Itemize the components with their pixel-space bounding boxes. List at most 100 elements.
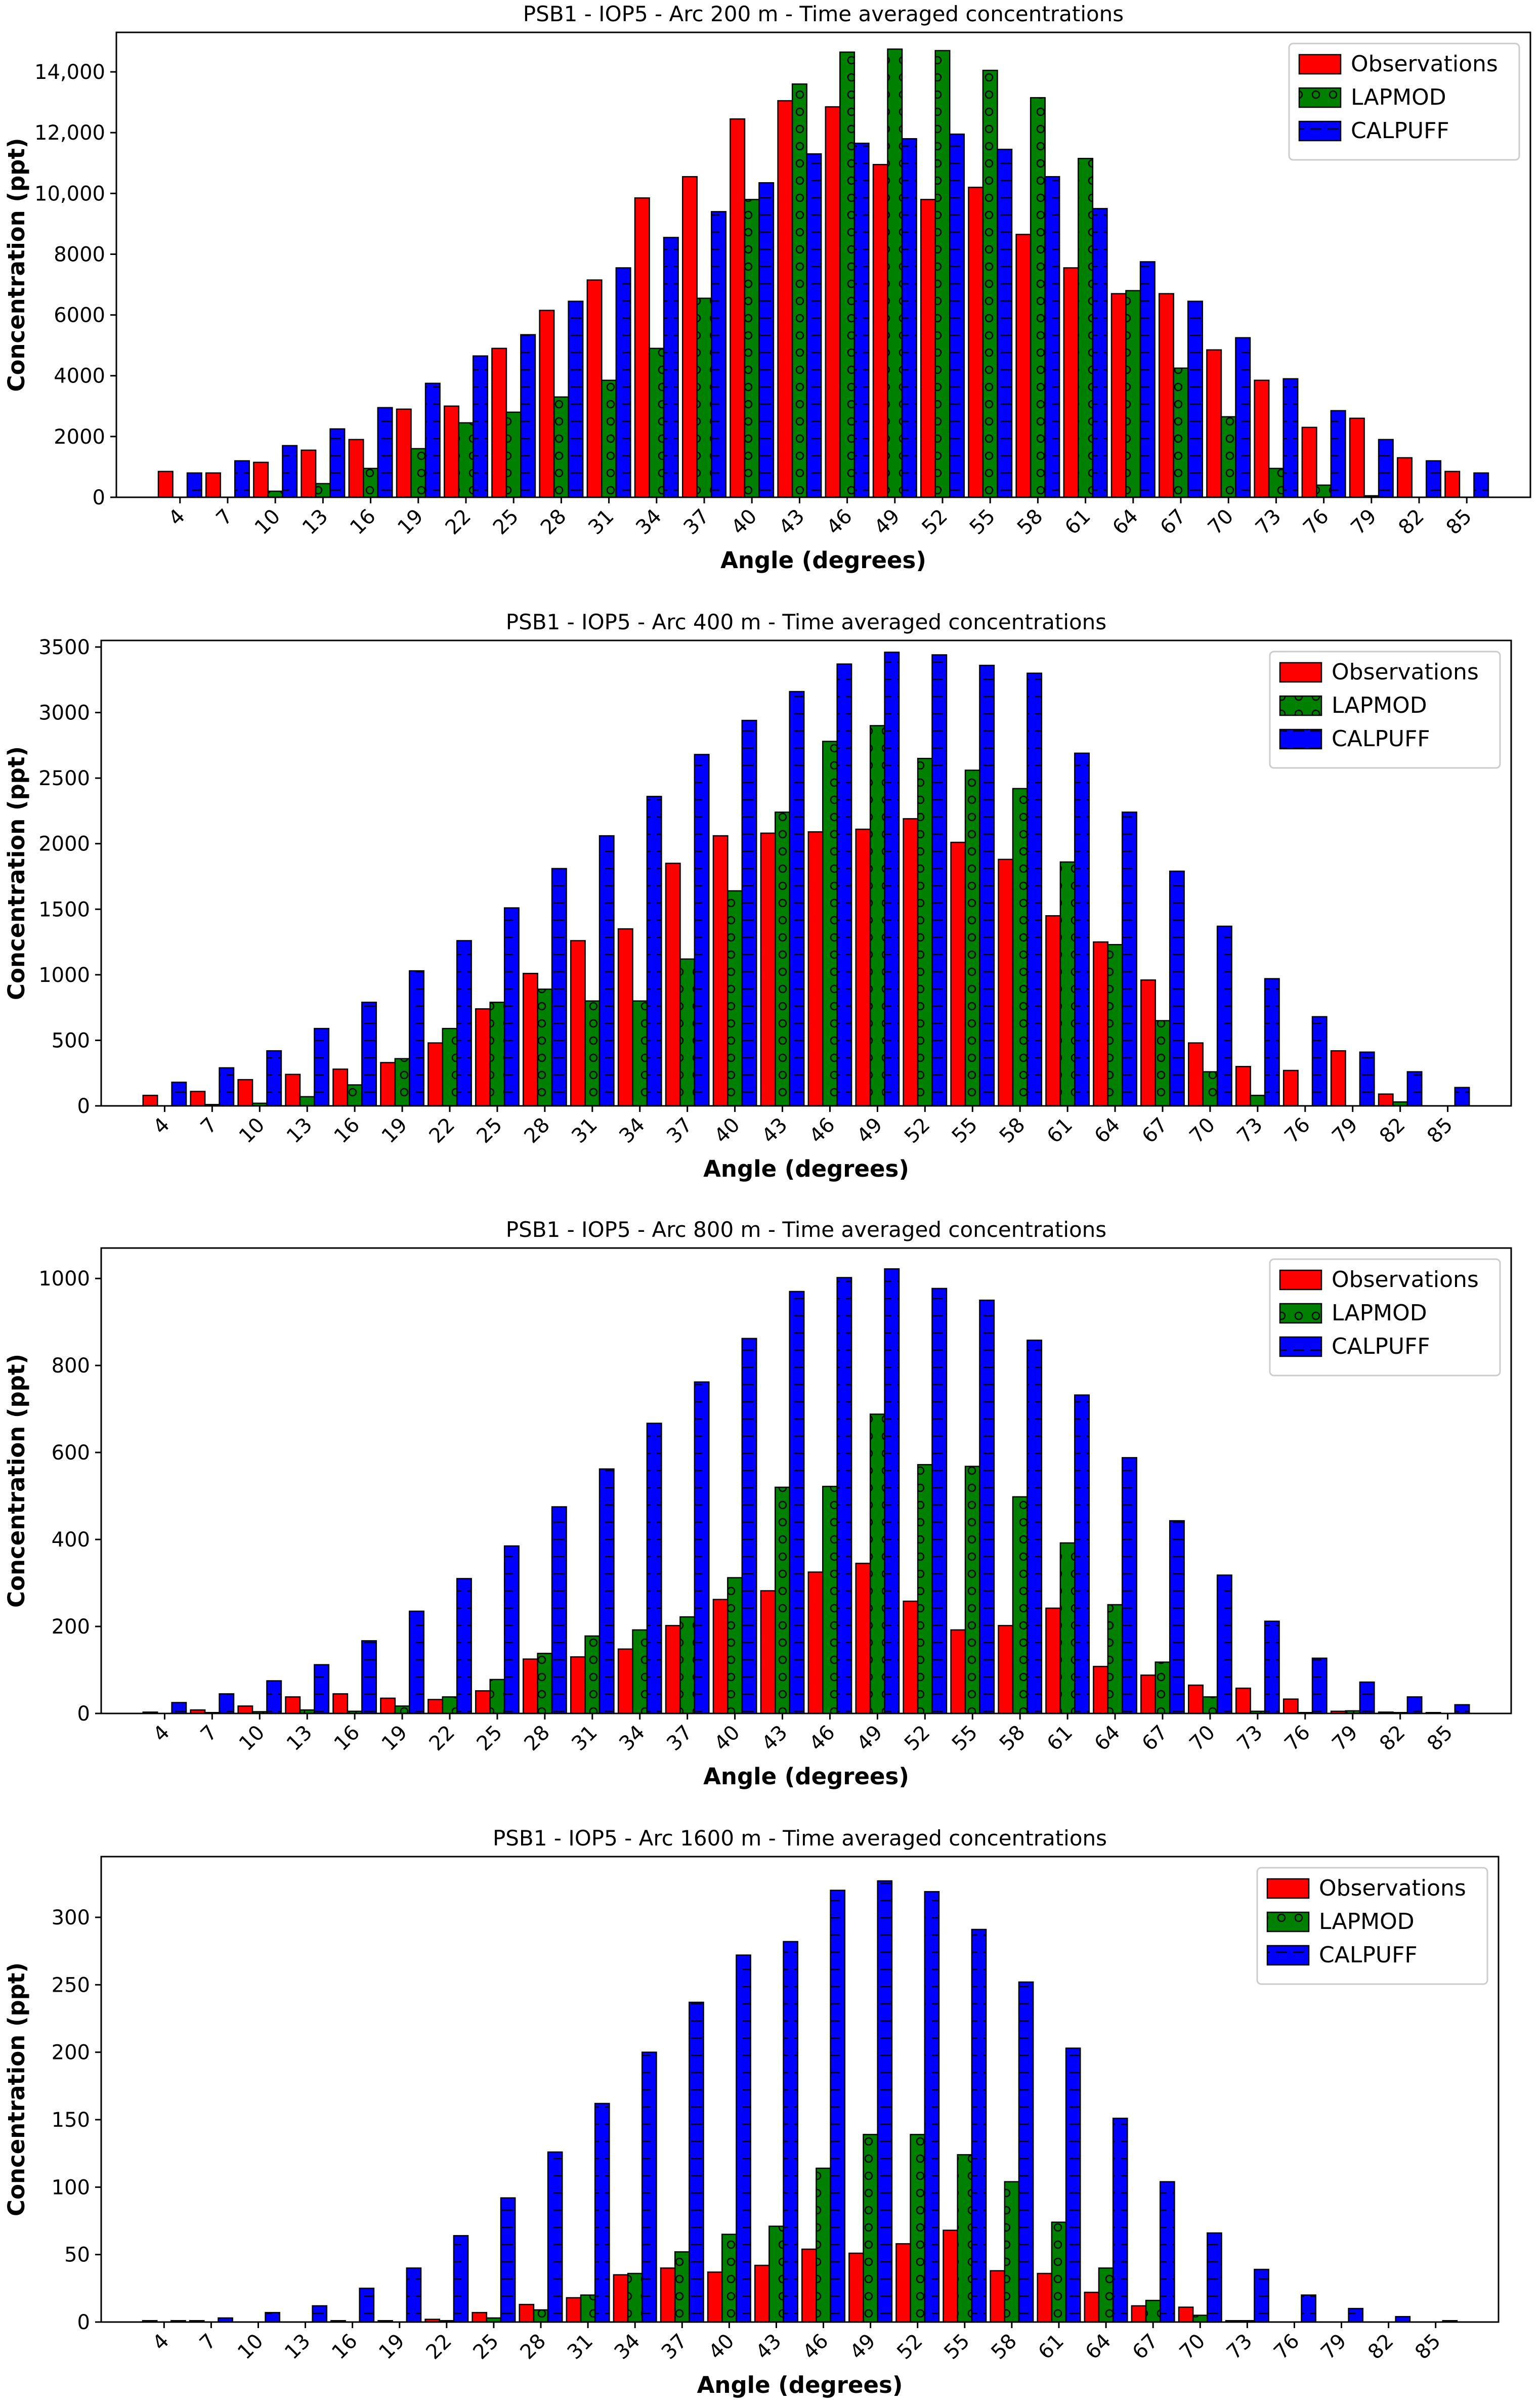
bar-hatch-calpuff-28 [568, 301, 583, 497]
x-tick-label: 85 [1423, 1721, 1458, 1756]
axes-frame [100, 639, 1512, 1107]
x-tick-label: 58 [1013, 505, 1048, 540]
bar-observations-34 [613, 2274, 629, 2323]
bar-hatch-calpuff-49 [877, 1881, 892, 2322]
y-tick-label: 600 [52, 1441, 90, 1465]
bar-observations-37 [681, 176, 698, 498]
legend: Observations LAPMOD CALPUFF [1269, 651, 1501, 769]
bar-observations-25 [475, 1690, 491, 1714]
bar-hatch-calpuff-73 [1283, 378, 1298, 497]
x-tick-label: 52 [900, 1721, 935, 1756]
x-tick-label: 40 [710, 1113, 745, 1148]
bar-observations-16 [348, 439, 364, 498]
bar-observations-43 [777, 100, 793, 498]
x-tick-label: 43 [751, 2330, 786, 2365]
y-tick-label: 3000 [38, 702, 90, 725]
bar-hatch-calpuff-7 [219, 1694, 234, 1713]
bar-hatch-calpuff-10 [265, 2312, 280, 2322]
bar-hatch-calpuff-46 [837, 1277, 852, 1713]
x-tick-label: 55 [965, 505, 1000, 540]
bar-observations-31 [570, 1656, 586, 1714]
bar-observations-31 [566, 2297, 582, 2323]
bar-hatch-calpuff-22 [457, 1578, 472, 1713]
x-tick-label: 64 [1090, 1113, 1125, 1148]
bar-hatch-calpuff-40 [759, 183, 774, 498]
bar-observations-37 [665, 1625, 681, 1714]
bar-hatch-lapmod-40 [728, 890, 742, 1106]
y-tick-label: 0 [77, 1702, 90, 1726]
bar-hatch-lapmod-52 [935, 51, 950, 498]
bar-hatch-lapmod-16 [347, 1711, 362, 1713]
bar-hatch-calpuff-19 [406, 2268, 421, 2322]
legend-box [1288, 42, 1520, 161]
x-tick-label: 10 [233, 2330, 268, 2365]
bar-observations-67 [1131, 2305, 1147, 2323]
x-tick-label: 70 [1204, 505, 1238, 540]
bar-hatch-lapmod-22 [442, 1697, 457, 1713]
bar-observations-25 [475, 1008, 491, 1107]
legend-swatch-hatch [1267, 1946, 1309, 1965]
legend: Observations LAPMOD CALPUFF [1288, 42, 1520, 161]
bar-observations-25 [491, 348, 507, 498]
bar-hatch-calpuff-61 [1092, 208, 1107, 497]
x-tick-label: 25 [472, 1113, 507, 1148]
x-tick-label: 22 [425, 1721, 460, 1756]
y-tick-label: 8000 [54, 243, 105, 266]
x-tick-label: 76 [1299, 505, 1334, 540]
x-tick-label: 34 [631, 505, 666, 540]
bar-observations-85 [1444, 470, 1461, 498]
legend-label-calpuff: CALPUFF [1319, 1942, 1418, 1968]
bar-observations-52 [920, 199, 936, 498]
bar-hatch-calpuff-43 [806, 154, 822, 497]
bar-hatch-calpuff-52 [950, 134, 964, 497]
bar-hatch-calpuff-25 [521, 334, 535, 497]
bar-observations-73 [1235, 1687, 1251, 1714]
bar-hatch-lapmod-22 [442, 1028, 457, 1106]
legend-label-lapmod: LAPMOD [1332, 1300, 1427, 1326]
x-tick-label: 61 [1043, 1721, 1078, 1756]
chart-4: PSB1 - IOP5 - Arc 1600 m - Time averaged… [3, 1826, 1500, 2398]
bar-hatch-calpuff-10 [267, 1051, 281, 1106]
x-tick-label: 61 [1034, 2330, 1069, 2365]
x-tick-label: 16 [346, 505, 380, 540]
bar-observations-22 [427, 1042, 444, 1107]
bar-observations-46 [825, 106, 841, 498]
x-tick-label: 37 [662, 1113, 697, 1148]
bar-observations-28 [519, 2304, 535, 2323]
bar-hatch-calpuff-40 [736, 1955, 751, 2322]
bar-observations-22 [427, 1699, 444, 1714]
x-tick-label: 58 [987, 2330, 1021, 2365]
x-tick-label: 82 [1375, 1113, 1410, 1148]
bar-hatch-lapmod-34 [632, 1001, 647, 1106]
series-observations [157, 100, 1461, 498]
bar-hatch-lapmod-10 [252, 1711, 267, 1713]
bar-hatch-lapmod-40 [722, 2234, 737, 2322]
bar-hatch-lapmod-25 [486, 2318, 501, 2322]
bar-hatch-calpuff-85 [1455, 1704, 1470, 1713]
x-tick-label: 64 [1108, 505, 1143, 540]
bar-observations-73 [1254, 379, 1270, 498]
y-axis-label: Concentration (ppt) [3, 746, 30, 1000]
bar-hatch-calpuff-13 [314, 1028, 329, 1106]
bar-hatch-lapmod-55 [982, 70, 998, 498]
bar-observations-40 [730, 118, 746, 498]
bar-observations-67 [1140, 1674, 1157, 1714]
bar-hatch-lapmod-49 [887, 49, 903, 497]
series-lapmod [267, 48, 1380, 498]
bar-hatch-calpuff-16 [362, 1641, 376, 1713]
bar-hatch-calpuff-64 [1122, 812, 1137, 1106]
bar-hatch-calpuff-55 [979, 665, 994, 1106]
x-tick-label: 28 [520, 1721, 554, 1756]
y-tick-label: 200 [52, 1615, 90, 1639]
bar-observations-52 [895, 2243, 911, 2323]
x-tick-label: 73 [1251, 505, 1286, 540]
x-tick-label: 25 [489, 505, 524, 540]
x-tick-label: 49 [870, 505, 905, 540]
bar-hatch-lapmod-73 [1269, 468, 1284, 497]
x-tick-label: 73 [1232, 1721, 1267, 1756]
bar-observations-43 [754, 2264, 770, 2323]
legend-swatch-observations [1266, 1878, 1310, 1899]
bar-hatch-calpuff-85 [1474, 473, 1488, 497]
legend-label-lapmod: LAPMOD [1332, 693, 1427, 718]
y-tick-label: 100 [52, 2176, 90, 2199]
